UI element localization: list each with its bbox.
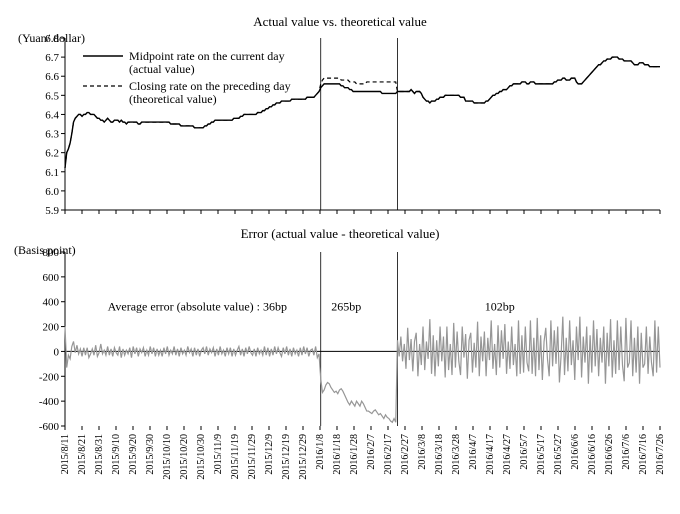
svg-text:265bp: 265bp	[331, 299, 361, 313]
svg-text:2015/12/29: 2015/12/29	[298, 434, 309, 480]
svg-text:6.0: 6.0	[45, 186, 59, 198]
svg-text:2016/2/17: 2016/2/17	[383, 434, 394, 475]
svg-text:2015/9/30: 2015/9/30	[145, 434, 156, 475]
bottom-chart-title: Error (actual value - theoretical value)	[10, 226, 670, 242]
svg-text:2015/10/30: 2015/10/30	[196, 434, 207, 480]
svg-text:6.5: 6.5	[45, 90, 59, 102]
svg-text:Average error (absolute value): Average error (absolute value) : 36bp	[108, 299, 287, 313]
svg-text:2015/12/9: 2015/12/9	[264, 434, 275, 475]
svg-text:2016/2/27: 2016/2/27	[400, 434, 411, 475]
svg-text:2015/11/29: 2015/11/29	[247, 434, 258, 479]
svg-text:2016/5/27: 2016/5/27	[553, 434, 564, 475]
svg-text:2015/10/10: 2015/10/10	[162, 434, 173, 480]
svg-text:2016/6/6: 2016/6/6	[570, 434, 581, 470]
svg-text:102bp: 102bp	[485, 299, 515, 313]
svg-text:(theoretical value): (theoretical value)	[129, 92, 217, 106]
svg-text:600: 600	[43, 272, 60, 284]
svg-text:2016/4/7: 2016/4/7	[468, 434, 479, 470]
top-ylabel: (Yuan/ dollar)	[18, 32, 85, 45]
svg-text:6.4: 6.4	[45, 109, 59, 121]
svg-text:Closing rate on the preceding: Closing rate on the preceding day	[129, 79, 291, 93]
svg-text:-400: -400	[39, 396, 60, 408]
svg-text:2016/1/28: 2016/1/28	[349, 434, 360, 475]
svg-text:(actual value): (actual value)	[129, 62, 195, 76]
svg-text:2016/2/7: 2016/2/7	[366, 434, 377, 470]
svg-text:(Basis point): (Basis point)	[14, 244, 76, 257]
svg-text:2016/6/26: 2016/6/26	[604, 434, 615, 475]
svg-text:2015/12/19: 2015/12/19	[281, 434, 292, 480]
svg-text:2016/1/8: 2016/1/8	[315, 434, 326, 470]
svg-text:2016/7/26: 2016/7/26	[655, 434, 666, 475]
svg-text:2015/8/31: 2015/8/31	[94, 434, 105, 475]
top-chart: 5.96.06.16.26.36.46.56.66.76.8(Yuan/ dol…	[10, 32, 670, 222]
svg-text:6.1: 6.1	[45, 167, 59, 179]
svg-text:6.3: 6.3	[45, 129, 59, 141]
svg-text:6.7: 6.7	[45, 52, 59, 64]
svg-text:0: 0	[54, 346, 60, 358]
svg-text:2016/4/17: 2016/4/17	[485, 434, 496, 475]
svg-text:2016/3/18: 2016/3/18	[434, 434, 445, 475]
svg-text:2015/11/9: 2015/11/9	[213, 434, 224, 474]
svg-text:2016/3/28: 2016/3/28	[451, 434, 462, 475]
svg-text:2015/10/20: 2015/10/20	[179, 434, 190, 480]
svg-text:-600: -600	[39, 421, 60, 433]
svg-text:2016/7/16: 2016/7/16	[638, 434, 649, 475]
svg-text:2016/3/8: 2016/3/8	[417, 434, 428, 470]
svg-text:-200: -200	[39, 371, 60, 383]
svg-text:200: 200	[43, 322, 60, 334]
svg-text:2015/11/19: 2015/11/19	[230, 434, 241, 479]
bottom-chart: -600-400-20002004006008002015/8/112015/8…	[10, 244, 670, 504]
svg-text:2015/8/21: 2015/8/21	[77, 434, 88, 475]
svg-text:2016/5/7: 2016/5/7	[519, 434, 530, 470]
svg-text:2016/5/17: 2016/5/17	[536, 434, 547, 475]
svg-text:2016/7/6: 2016/7/6	[621, 434, 632, 470]
svg-text:2015/9/20: 2015/9/20	[128, 434, 139, 475]
svg-text:2015/8/11: 2015/8/11	[60, 434, 71, 474]
svg-text:2016/1/18: 2016/1/18	[332, 434, 343, 475]
top-chart-title: Actual value vs. theoretical value	[10, 14, 670, 30]
svg-text:Midpoint rate on the current d: Midpoint rate on the current day	[129, 49, 285, 63]
svg-text:2016/6/16: 2016/6/16	[587, 434, 598, 475]
svg-text:6.2: 6.2	[45, 148, 59, 160]
svg-text:5.9: 5.9	[45, 205, 59, 217]
svg-text:2016/4/27: 2016/4/27	[502, 434, 513, 475]
svg-text:6.6: 6.6	[45, 71, 59, 83]
svg-text:2015/9/10: 2015/9/10	[111, 434, 122, 475]
svg-text:400: 400	[43, 297, 60, 309]
